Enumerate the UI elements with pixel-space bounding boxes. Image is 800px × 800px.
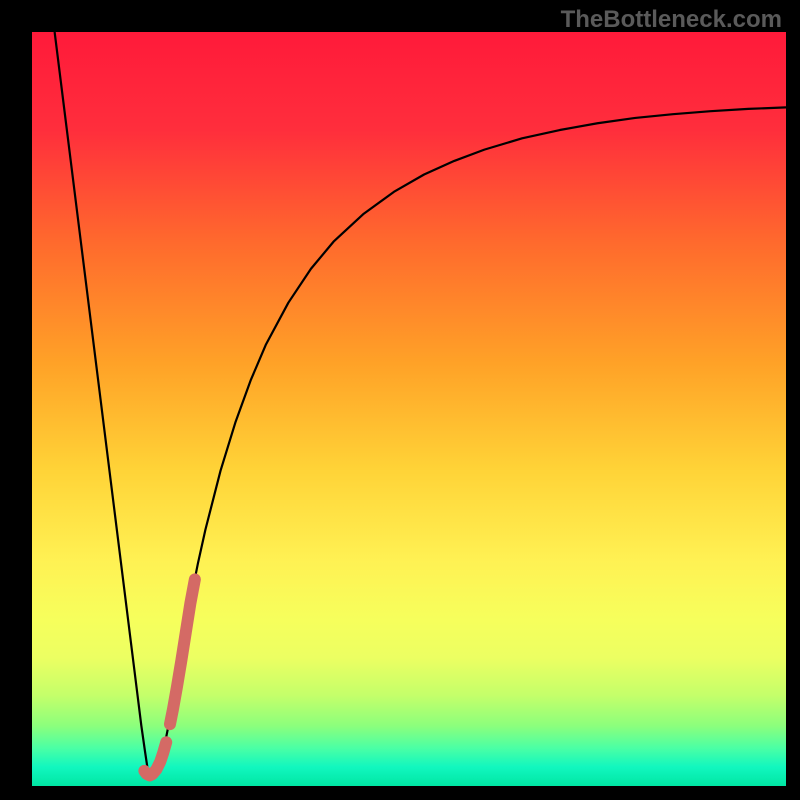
bottleneck-curve xyxy=(55,32,786,777)
chart-plot-area xyxy=(32,32,786,786)
watermark-text: TheBottleneck.com xyxy=(561,6,782,34)
chart-svg-layer xyxy=(32,32,786,786)
highlight-segment-1 xyxy=(144,742,166,775)
highlight-segment-2 xyxy=(170,579,195,724)
